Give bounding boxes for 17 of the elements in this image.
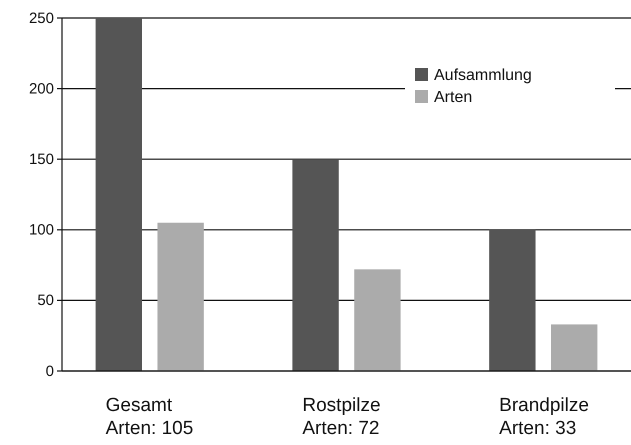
legend-label: Arten bbox=[434, 89, 472, 106]
x-tick-label: Gesamt Arten: 105 bbox=[106, 395, 194, 439]
y-tick-label: 250 bbox=[28, 10, 54, 27]
bar bbox=[354, 269, 401, 371]
y-tick-label: 200 bbox=[28, 80, 54, 98]
y-tick-label: 50 bbox=[37, 292, 54, 310]
legend-label: Aufsammlung bbox=[434, 67, 532, 84]
x-tick-label: Rostpilze Arten: 72 bbox=[302, 395, 381, 439]
y-tick-label: 150 bbox=[28, 151, 54, 168]
bar bbox=[489, 230, 536, 371]
y-tick-label: 100 bbox=[28, 222, 54, 239]
y-tick-label: 0 bbox=[46, 362, 54, 380]
bar bbox=[96, 18, 142, 371]
bar bbox=[551, 324, 598, 371]
bar bbox=[292, 159, 339, 371]
x-tick-label: Brandpilze Arten: 33 bbox=[499, 395, 589, 439]
bar bbox=[157, 222, 204, 371]
